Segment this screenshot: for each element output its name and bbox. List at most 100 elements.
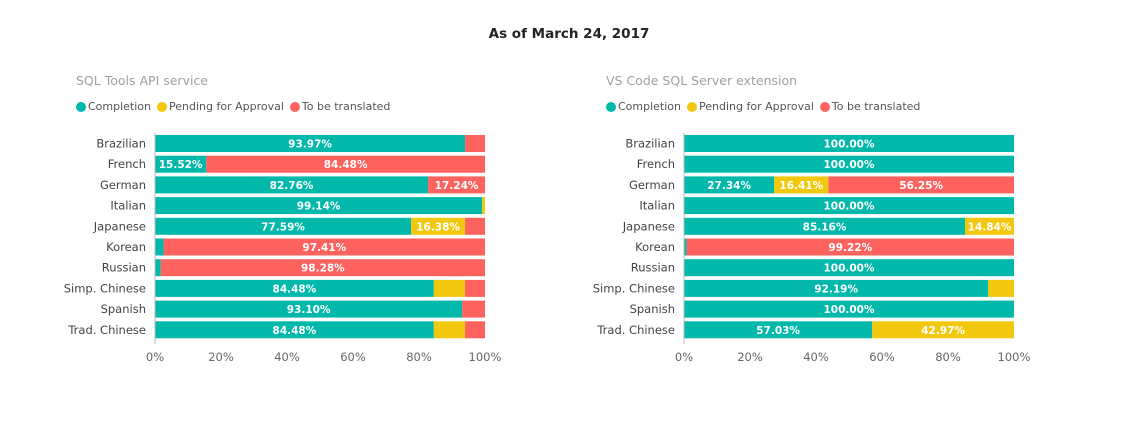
bar-segment (155, 155, 207, 173)
data-label: 42.97% (921, 325, 965, 337)
legend-item-pending[interactable]: Pending for Approval (687, 100, 814, 113)
x-tick-label: 100% (469, 350, 502, 364)
bar-segment (411, 217, 466, 235)
bar-segment (433, 321, 466, 339)
legend-item-completion[interactable]: Completion (606, 100, 681, 113)
legend-label: To be translated (301, 100, 391, 113)
legend-item-pending[interactable]: Pending for Approval (157, 100, 284, 113)
data-label: 14.84% (968, 221, 1012, 233)
category-label: Trad. Chinese (67, 323, 146, 337)
legend-item-to-translate[interactable]: To be translated (819, 100, 921, 113)
category-label: German (100, 178, 146, 192)
bar-segment (155, 217, 412, 235)
category-label: Simp. Chinese (64, 281, 146, 295)
category-label: Japanese (622, 219, 675, 233)
x-tick-label: 40% (803, 350, 829, 364)
category-label: German (629, 178, 675, 192)
bar-segment (465, 321, 485, 339)
category-label: Brazilian (625, 137, 675, 151)
legend-item-completion[interactable]: Completion (76, 100, 151, 113)
data-label: 100.00% (823, 201, 875, 213)
legend-sql-tools: Completion Pending for Approval To be tr… (76, 100, 396, 113)
data-label: 97.41% (302, 242, 346, 254)
legend-label: Pending for Approval (699, 100, 814, 113)
bar-segment (465, 279, 485, 297)
category-label: Korean (106, 240, 146, 254)
category-label: Russian (631, 261, 675, 275)
data-label: 77.59% (261, 221, 305, 233)
x-tick-label: 0% (675, 350, 693, 364)
data-label: 92.19% (814, 283, 858, 295)
bar-segment (433, 279, 466, 297)
category-label: French (108, 157, 146, 171)
report-title: As of March 24, 2017 (488, 26, 650, 42)
legend-swatch-icon (819, 101, 830, 112)
category-label: Korean (635, 240, 675, 254)
data-label: 100.00% (823, 159, 875, 171)
legend-label: To be translated (831, 100, 921, 113)
bar-segment (462, 300, 485, 318)
bar-segment (155, 238, 164, 256)
x-tick-label: 20% (208, 350, 234, 364)
data-label: 100.00% (823, 304, 875, 316)
legend-swatch-icon (76, 101, 86, 112)
data-label: 56.25% (899, 180, 943, 192)
category-label: Spanish (630, 302, 675, 316)
bar-segment (872, 321, 1014, 339)
chart-title-vscode: VS Code SQL Server extension (606, 73, 798, 88)
data-label: 93.10% (287, 304, 331, 316)
bar-segment (155, 176, 429, 194)
bar-segment (684, 135, 1014, 152)
bar-segment (465, 217, 485, 235)
data-label: 16.38% (416, 221, 460, 233)
x-tick-label: 40% (274, 350, 300, 364)
bar-segment (828, 176, 1014, 194)
bar-segment (684, 217, 966, 235)
bar-segment (684, 259, 1014, 277)
bar-segment (686, 238, 1014, 256)
category-label: Italian (639, 199, 675, 213)
legend-item-to-translate[interactable]: To be translated (289, 100, 391, 113)
x-tick-label: 80% (406, 350, 432, 364)
data-label: 100.00% (823, 263, 875, 275)
data-label: 17.24% (435, 180, 479, 192)
data-label: 15.52% (159, 159, 203, 171)
bar-segment (774, 176, 829, 194)
legend-swatch-icon (606, 101, 616, 112)
bar-segment (684, 321, 873, 339)
legend-swatch-icon (289, 101, 300, 112)
x-tick-label: 80% (935, 350, 961, 364)
data-label: 99.14% (297, 201, 341, 213)
category-label: Spanish (101, 302, 146, 316)
data-label: 85.16% (803, 221, 847, 233)
bar-segment (163, 238, 485, 256)
x-tick-label: 60% (869, 350, 895, 364)
category-label: Italian (110, 199, 146, 213)
data-label: 82.76% (270, 180, 314, 192)
category-label: Russian (102, 261, 146, 275)
chart-title-sql-tools: SQL Tools API service (76, 73, 209, 88)
bar-segment (155, 321, 434, 339)
category-label: Brazilian (96, 137, 146, 151)
legend-label: Completion (88, 100, 152, 113)
bar-segment (206, 155, 485, 173)
legend-label: Completion (618, 100, 682, 113)
x-tick-label: 60% (340, 350, 366, 364)
data-label: 84.48% (273, 283, 317, 295)
bar-segment (465, 135, 485, 152)
bar-segment (155, 197, 483, 215)
category-label: Simp. Chinese (593, 281, 675, 295)
x-tick-label: 100% (998, 350, 1031, 364)
legend-vscode: Completion Pending for Approval To be tr… (606, 100, 926, 113)
legend-swatch-icon (157, 101, 168, 112)
data-label: 99.22% (828, 242, 872, 254)
bar-segment (684, 176, 775, 194)
bar-segment (155, 259, 161, 277)
bar-segment (428, 176, 485, 194)
legend-label: Pending for Approval (169, 100, 284, 113)
data-label: 84.48% (273, 325, 317, 337)
bar-segment (684, 238, 687, 256)
x-tick-label: 20% (737, 350, 763, 364)
